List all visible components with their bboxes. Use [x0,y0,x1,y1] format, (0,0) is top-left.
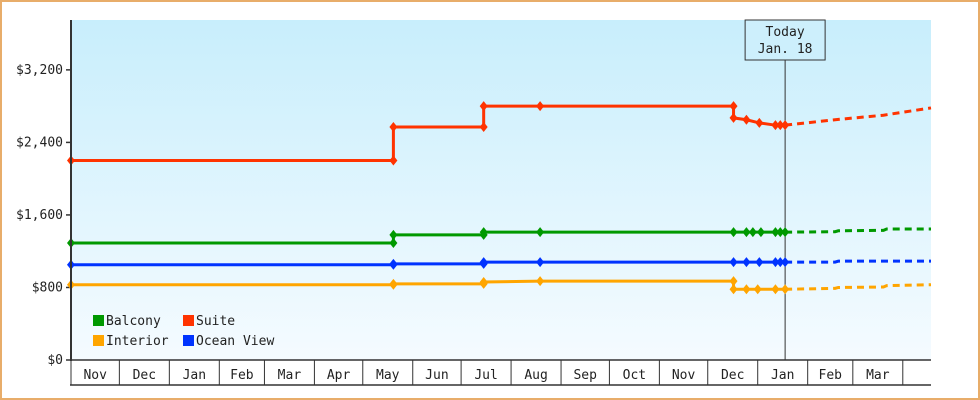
x-tick-label: Feb [230,368,254,383]
forecast-line-ocean-view [785,259,931,264]
x-tick-label: Aug [524,368,547,383]
x-tick-label: Dec [721,368,744,383]
x-tick-label: Mar [278,368,302,383]
data-point-interior [536,276,545,287]
data-point-interior [729,284,738,295]
data-point-ocean-view [776,257,785,268]
data-point-ocean-view [781,257,790,268]
data-point-suite [479,101,488,112]
legend-label: Interior [106,334,169,349]
x-tick-label: Feb [819,368,843,383]
x-tick-label: Jan [183,368,206,383]
data-point-suite [776,120,785,131]
forecast-line-interior [785,283,932,291]
data-point-suite [781,120,790,131]
data-point-balcony [479,227,488,238]
plot-area [71,20,931,360]
data-point-interior [781,284,790,295]
data-point-balcony [776,227,785,238]
data-point-balcony [536,227,545,238]
data-point-balcony [742,227,751,238]
data-point-balcony [729,227,738,238]
y-tick-label: $2,400 [16,135,63,150]
legend-label: Ocean View [196,334,274,349]
data-point-suite [389,121,398,132]
legend-swatch [93,315,104,326]
legend-swatch [93,335,104,346]
data-point-ocean-view [389,258,398,269]
x-tick-label: Nov [83,368,107,383]
x-tick-label: Jan [771,368,794,383]
today-date: Jan. 18 [758,42,813,57]
data-point-balcony [756,227,765,238]
data-point-balcony [389,229,398,240]
data-point-suite [771,120,780,131]
data-point-ocean-view [536,257,545,268]
data-point-suite [742,114,751,125]
y-tick-label: $0 [47,353,63,368]
data-point-ocean-view [729,257,738,268]
data-point-interior [742,284,751,295]
today-label: Today [766,25,805,40]
x-tick-label: Sep [573,368,597,383]
data-point-balcony [748,227,757,238]
x-tick-label: Apr [327,368,351,383]
legend-label: Suite [196,314,235,329]
legend-label: Balcony [106,314,161,329]
data-point-suite [755,117,764,128]
data-point-ocean-view [742,257,751,268]
forecast-line-balcony [785,227,931,234]
data-point-suite [389,155,398,166]
data-point-suite [479,121,488,132]
legend-swatch [183,315,194,326]
data-point-interior [479,277,488,288]
data-point-suite [729,112,738,123]
data-point-balcony [389,238,398,249]
data-point-ocean-view [771,257,780,268]
x-tick-label: Oct [623,368,646,383]
data-point-interior [771,284,780,295]
data-point-interior [753,284,762,295]
y-tick-label: $800 [32,280,63,295]
data-point-suite [536,101,545,112]
data-point-interior [729,276,738,287]
forecast-line-suite [784,106,932,127]
data-point-suite [729,101,738,112]
data-point-balcony [781,227,790,238]
today-label-box [744,19,826,61]
data-point-balcony [771,227,780,238]
x-tick-label: Dec [133,368,156,383]
legend-swatch [183,335,194,346]
data-point-interior [389,278,398,289]
x-tick-label: Mar [866,368,890,383]
x-tick-label: Jul [474,368,497,383]
x-tick-label: Jun [425,368,448,383]
x-tick-label: May [376,368,400,383]
y-tick-label: $3,200 [16,63,63,78]
data-point-ocean-view [479,257,488,268]
x-tick-label: Nov [672,368,696,383]
y-tick-label: $1,600 [16,208,63,223]
data-point-ocean-view [755,257,764,268]
